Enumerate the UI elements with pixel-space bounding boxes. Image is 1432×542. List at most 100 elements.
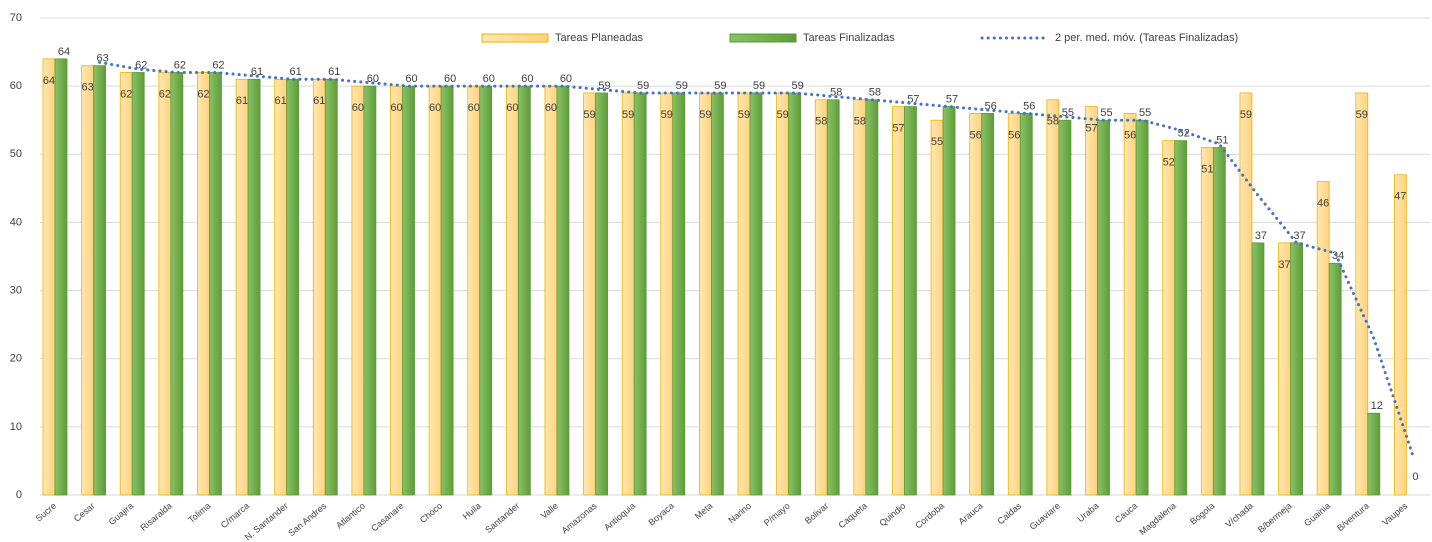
bar [981,113,995,496]
x-tick-label: Bolivar [803,501,831,526]
legend-label: Tareas Finalizadas [803,32,895,44]
x-tick-label: Huila [461,501,483,522]
data-label: 58 [869,87,881,99]
data-label: 64 [43,75,55,87]
data-label: 60 [468,102,480,114]
legend-swatch [729,33,797,43]
data-label: 60 [483,73,495,85]
data-label: 58 [1047,116,1059,128]
bar [93,65,107,496]
bar [1046,99,1060,496]
data-label: 55 [1100,107,1112,119]
data-label: 51 [1216,134,1228,146]
bar [1097,119,1110,496]
data-label: 56 [970,129,982,141]
data-label: 60 [545,102,557,114]
x-tick-label: Guainia [1302,501,1332,529]
data-label: 37 [1278,259,1290,271]
x-tick-label: P/mayo [762,501,792,528]
data-label: 60 [444,73,456,85]
data-label: 0 [1412,471,1418,483]
bar [710,92,724,496]
bar [737,92,751,496]
data-label: 12 [1371,400,1383,412]
bar [698,92,712,496]
data-label: 59 [791,80,803,92]
bar [1212,147,1226,496]
bar [1174,140,1188,496]
bar [440,85,454,496]
data-label: 57 [946,93,958,105]
bar [197,72,210,496]
bar [826,99,840,496]
x-tick-label: Sucre [34,501,58,524]
data-label: 62 [212,59,224,71]
bar [749,92,763,496]
data-label: 37 [1293,230,1305,242]
bar [247,78,261,496]
x-tick-label: Caldas [996,500,1024,526]
bar [776,92,790,496]
bar [1058,119,1072,496]
bar [1355,92,1369,496]
bar [1251,242,1265,496]
y-tick-label: 0 [16,489,22,501]
bar [119,72,133,496]
bar [235,78,249,496]
data-label: 60 [560,73,572,85]
data-label: 59 [637,80,649,92]
bar [814,99,828,496]
bar [274,78,288,496]
bar [390,85,403,496]
x-tick-label: Arauca [957,501,985,527]
data-label: 60 [390,102,402,114]
data-label: 58 [830,87,842,99]
x-tick-label: Quindio [877,501,907,529]
y-tick-label: 50 [10,148,22,160]
data-label: 60 [405,73,417,85]
bar [479,85,493,496]
bar [621,92,635,496]
y-tick-label: 60 [10,80,22,92]
data-label: 59 [583,109,595,121]
x-tick-label: Bogota [1188,501,1216,527]
data-label: 47 [1394,191,1406,203]
data-label: 56 [1008,129,1020,141]
bar [351,85,365,496]
data-label: 37 [1255,230,1267,242]
data-label: 57 [892,122,904,134]
data-label: 64 [58,46,70,58]
x-tick-label: Meta [693,501,715,522]
bar [633,92,647,496]
data-label: 59 [622,109,634,121]
bar [517,85,531,496]
x-tick-label: C/marca [219,501,251,531]
bar [1007,113,1021,496]
bar [969,113,983,496]
data-label: 60 [429,102,441,114]
data-label: 61 [313,95,325,107]
bar [595,92,608,496]
bar [583,92,596,496]
y-tick-label: 30 [10,284,22,296]
data-label: 46 [1317,197,1329,209]
bar [660,92,674,496]
data-label: 59 [753,80,765,92]
bar [209,72,222,496]
bar [1393,174,1407,496]
legend-label: 2 per. med. móv. (Tareas Finalizadas) [1055,32,1238,44]
data-label: 58 [815,116,827,128]
data-label: 59 [699,109,711,121]
bar [892,106,905,496]
x-tick-label: Tolima [186,501,212,525]
bar [544,85,558,496]
bar [81,65,95,496]
x-tick-label: Amazonas [560,500,599,535]
bar [170,72,184,496]
data-label: 62 [197,88,209,100]
x-tick-label: Narino [726,501,753,526]
y-tick-label: 10 [10,421,22,433]
data-label: 60 [367,73,379,85]
